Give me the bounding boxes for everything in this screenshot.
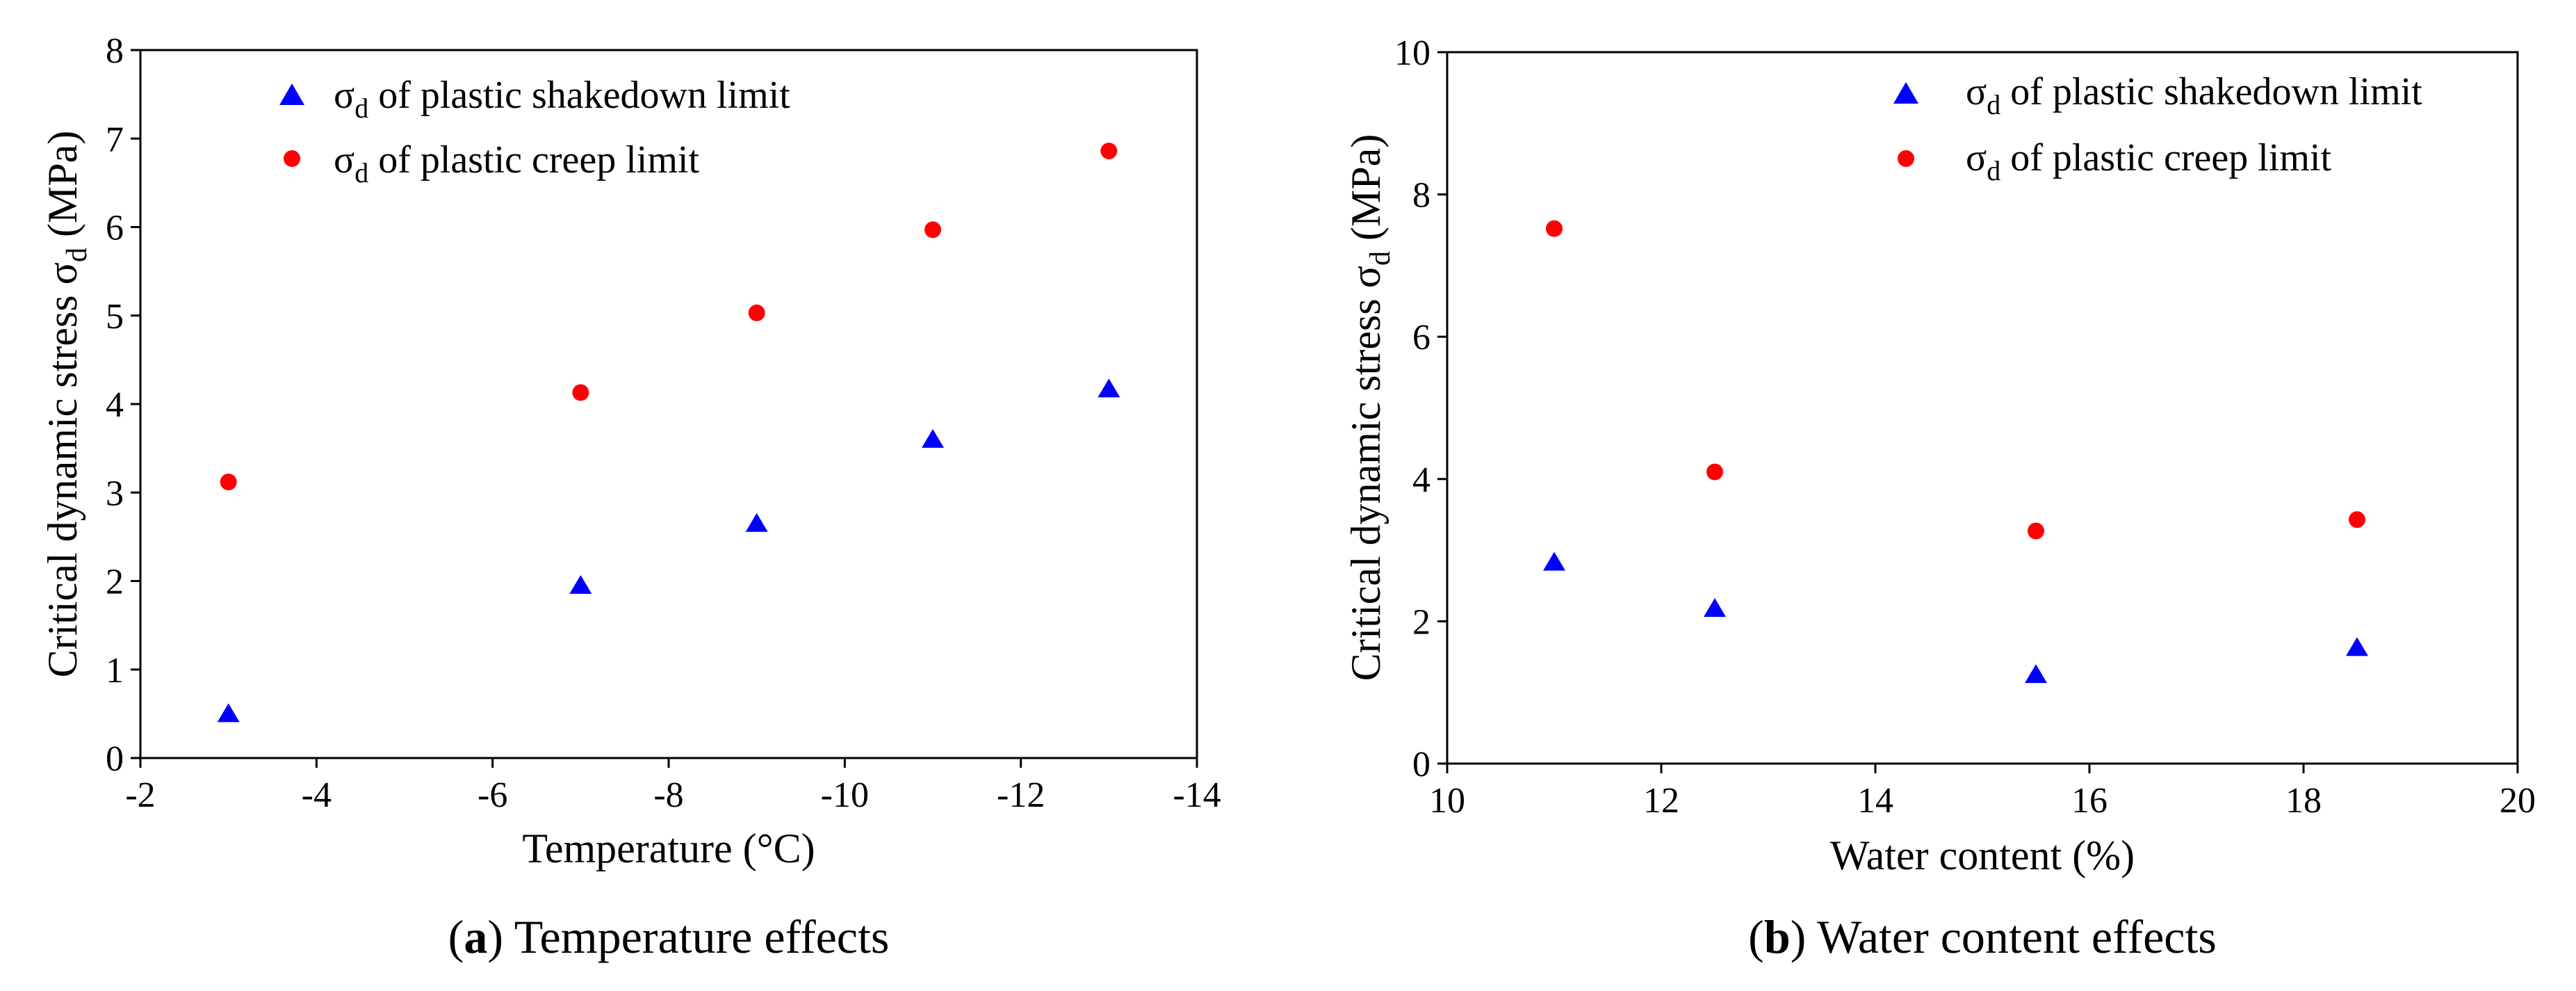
y-tick-label: 5 [106,297,124,337]
x-tick-label: -12 [997,775,1045,815]
shakedown-point [1543,551,1565,571]
creep-point [2028,522,2044,540]
y-axis-title-unit: (MPa) [1343,134,1389,251]
y-tick-label: 4 [106,385,124,425]
y-tick-label: 1 [106,651,124,691]
legend: σd of plastic shakedown limit σd of plas… [1893,70,2422,186]
y-tick-label: 3 [106,474,124,513]
legend-entry-shakedown: σd of plastic shakedown limit [1893,70,2422,120]
shakedown-point [569,574,592,594]
shakedown-point [1704,597,1726,617]
legend-sigma: σ [334,138,354,182]
y-tick-label: 0 [106,739,124,779]
legend-entry-creep: σd of plastic creep limit [1898,136,2331,186]
legend-marker-circle [1898,150,1914,167]
shakedown-point [2346,637,2368,656]
y-tick-label: 10 [1394,33,1430,73]
y-tick-label: 6 [1412,318,1430,357]
caption: (b) Water content effects [1748,910,2217,963]
y-tick-label: 8 [106,31,124,71]
x-axis-title: Water content (%) [1830,832,2135,878]
shakedown-point [2025,664,2047,684]
legend: σd of plastic shakedown limit σd of plas… [279,74,790,188]
creep-point [748,304,765,321]
caption-text: Temperature effects [514,910,890,963]
legend-sigma-sub: d [1987,89,2000,120]
caption: (a) Temperature effects [448,910,890,963]
legend-marker-circle [284,150,300,167]
legend-entry-creep: σd of plastic creep limit [284,138,699,188]
x-tick-label: 10 [1429,781,1465,821]
y-axis-title-main: Critical dynamic stress σ [1343,266,1389,681]
creep-point [924,221,941,239]
shakedown-point [922,428,944,448]
axis-ticks: 10 12 14 16 18 20 0 2 4 6 8 10 [1394,33,2536,821]
creep-point [220,473,237,490]
legend-sigma: σ [1966,70,1987,113]
legend-label-creep: σd of plastic creep limit [334,138,699,188]
data-points [217,143,1120,723]
y-tick-label: 7 [106,120,124,159]
x-tick-label: -8 [653,775,683,815]
y-axis-title-unit: (MPa) [40,131,85,248]
y-axis-title-main: Critical dynamic stress σ [40,262,85,677]
y-axis-title-sub: d [61,248,93,262]
x-tick-label: 14 [1857,781,1893,821]
creep-point [1100,143,1118,160]
legend-text: of plastic shakedown limit [368,74,790,117]
x-axis-title: Temperature (°C) [522,825,815,871]
shakedown-point [1098,378,1120,398]
x-tick-label: 20 [2500,781,2536,821]
panel-water-content: 10 12 14 16 18 20 0 2 4 6 8 10 Water content (%) Cr… [1343,33,2536,963]
axis-ticks: -2 -4 -6 -8 -10 -12 -14 0 1 2 3 4 5 6 7 8 [106,31,1221,815]
legend-label-shakedown: σd of plastic shakedown limit [1966,70,2422,120]
x-tick-label: 16 [2071,781,2108,821]
x-tick-label: -6 [478,775,507,815]
caption-text: Water content effects [1817,910,2217,963]
creep-point [2349,511,2365,529]
data-points [1543,220,2368,684]
x-tick-label: -2 [125,775,155,815]
legend-text: of plastic shakedown limit [2000,70,2422,113]
legend-text: of plastic creep limit [2000,136,2331,179]
x-tick-label: -10 [821,775,869,815]
y-tick-label: 0 [1412,745,1430,784]
creep-point [1546,220,1563,237]
legend-marker-triangle [279,83,304,105]
legend-sigma: σ [334,74,354,117]
legend-label-shakedown: σd of plastic shakedown limit [334,74,790,124]
y-axis-title: Critical dynamic stress σd (MPa) [40,131,93,678]
shakedown-point [745,513,768,532]
x-tick-label: 12 [1643,781,1679,821]
panel-temperature: -2 -4 -6 -8 -10 -12 -14 0 1 2 3 4 5 6 7 8 Temperature (… [40,31,1221,963]
creep-point [572,384,589,401]
y-tick-label: 6 [106,209,124,248]
legend-sigma-sub: d [354,92,368,124]
x-tick-label: 18 [2285,781,2322,821]
legend-sigma-sub: d [1987,155,2000,186]
creep-point [1706,463,1723,481]
x-tick-label: -14 [1173,775,1221,815]
caption-letter: b [1764,910,1791,963]
y-tick-label: 2 [106,563,124,602]
y-tick-label: 4 [1412,460,1430,500]
y-tick-label: 8 [1412,176,1430,216]
legend-label-creep: σd of plastic creep limit [1966,136,2331,186]
legend-sigma: σ [1966,136,1987,179]
y-axis-title-sub: d [1364,251,1396,266]
legend-entry-shakedown: σd of plastic shakedown limit [279,74,790,124]
y-tick-label: 2 [1412,602,1430,642]
caption-letter: a [464,910,487,963]
x-tick-label: -4 [302,775,332,815]
shakedown-point [217,703,240,723]
legend-marker-triangle [1893,82,1918,104]
plot-frame [1446,51,2519,765]
y-axis-title: Critical dynamic stress σd (MPa) [1343,134,1396,682]
legend-text: of plastic creep limit [368,138,699,182]
legend-sigma-sub: d [354,157,368,188]
